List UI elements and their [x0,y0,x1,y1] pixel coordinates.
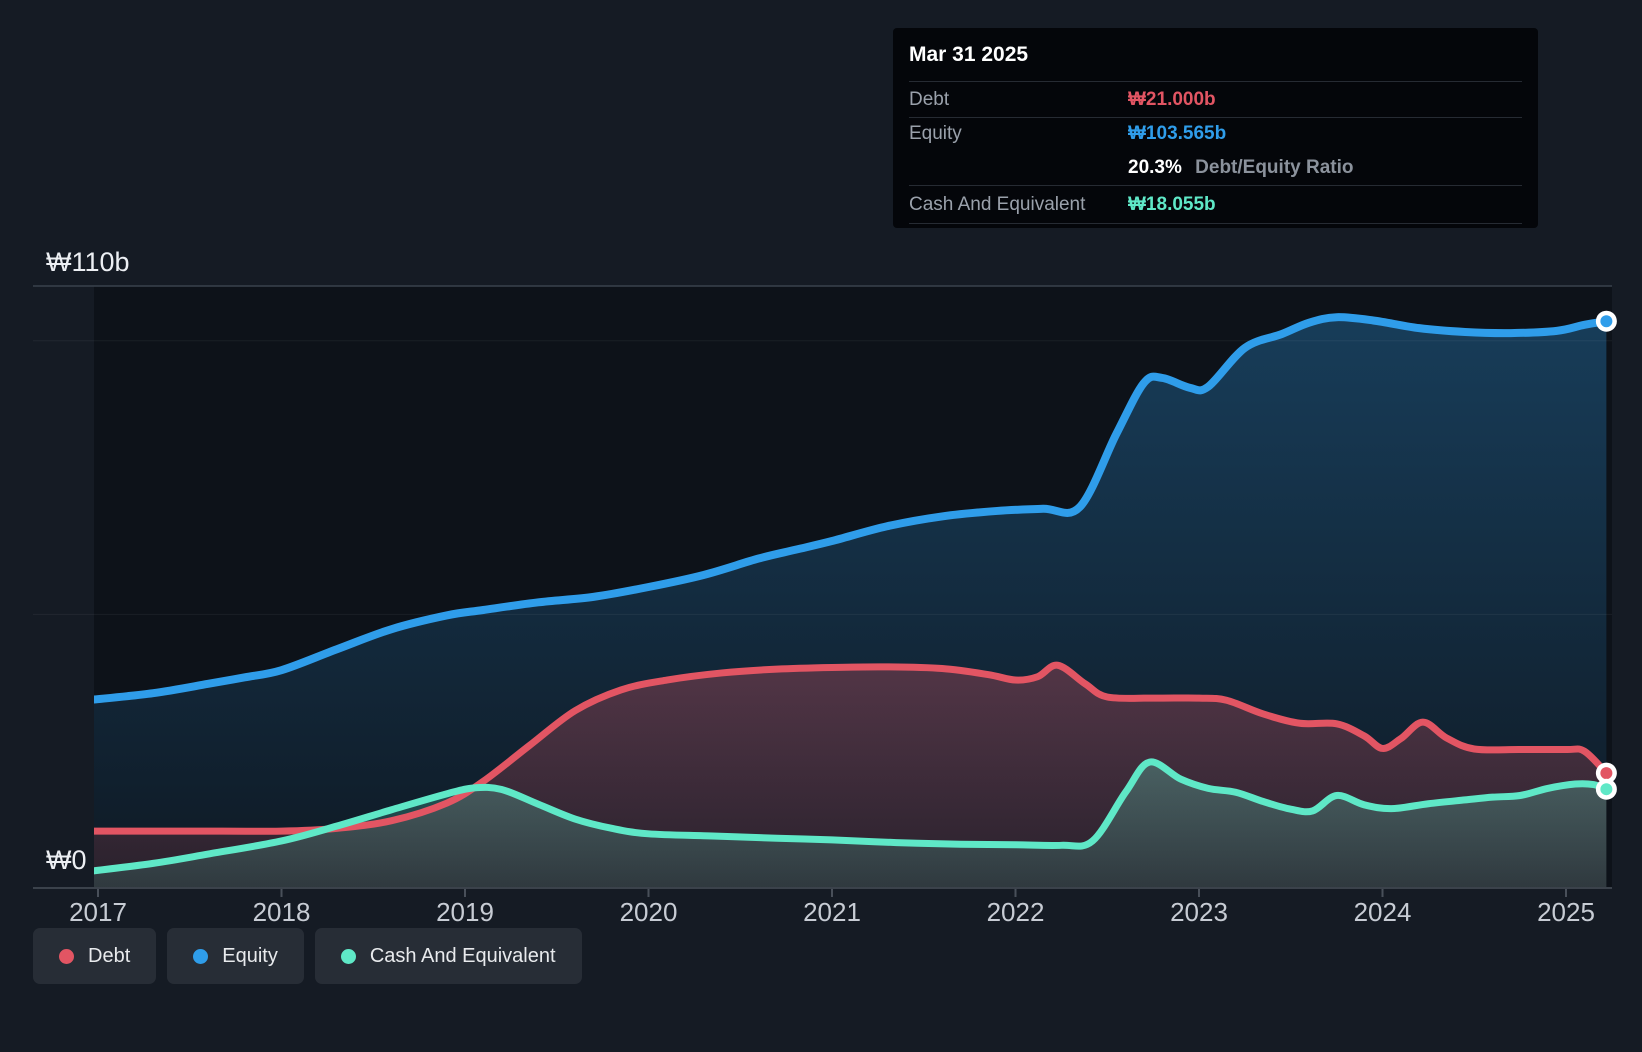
tooltip-equity-label: Equity [909,123,962,144]
cash-line [94,758,1610,875]
x-label-2018: 2018 [253,897,311,927]
x-label-2025: 2025 [1537,897,1595,927]
x-label-2023: 2023 [1170,897,1228,927]
x-label-2024: 2024 [1354,897,1412,927]
debt-legend-dot-icon [59,948,74,964]
equity-endpoint-dot [1600,315,1613,328]
debt-line [94,661,1610,835]
tooltip-debt-value: ₩21.000b [1128,88,1216,110]
x-axis-labels: 2017 2018 2019 2020 2021 2022 2023 2024 2025 [69,897,1595,927]
tooltip-ratio-value: 20.3% [1128,156,1182,178]
x-label-2020: 2020 [620,897,678,927]
y-axis-label-zero: ₩0 [46,845,87,875]
x-label-2021: 2021 [803,897,861,927]
tooltip-ratio-label: Debt/Equity Ratio [1195,156,1354,178]
series-lines [94,313,1611,875]
gridlines [33,285,1612,615]
cash-legend-dot-icon [340,948,356,964]
endpoint-dots [1595,310,1617,800]
equity-line [94,313,1611,704]
y-axis-label-max: ₩110b [46,247,130,277]
legend-cash-label: Cash And Equivalent [369,944,556,967]
tooltip-equity-value: ₩103.565b [1128,123,1227,144]
cash-endpoint-dot [1600,783,1613,796]
tooltip-cash-value: ₩18.055b [1128,193,1216,215]
legend-item-equity[interactable]: Equity [167,928,304,984]
legend-item-cash[interactable]: Cash And Equivalent [314,928,582,984]
x-label-2019: 2019 [436,897,494,927]
equity-legend-dot-icon [193,948,209,964]
tooltip-debt-label: Debt [909,88,950,110]
tooltip-row-ratio: 20.3% Debt/Equity Ratio [909,150,1522,186]
tooltip-row-cash: Cash And Equivalent ₩18.055b [909,186,1522,224]
legend-item-debt[interactable]: Debt [33,928,157,984]
legend-equity-label: Equity [222,944,278,967]
x-label-2022: 2022 [987,897,1045,927]
legend-debt-label: Debt [88,944,131,967]
tooltip-cash-label: Cash And Equivalent [909,193,1086,215]
tooltip-row-equity: Equity ₩103.565b [909,118,1522,150]
tooltip: Mar 31 2025 Debt ₩21.000b Equity ₩103.56… [893,28,1538,228]
tooltip-date: Mar 31 2025 [909,28,1522,82]
x-axis [33,887,1612,897]
tooltip-row-debt: Debt ₩21.000b [909,82,1522,118]
debt-endpoint-dot [1600,767,1613,780]
x-label-2017: 2017 [69,897,127,927]
legend: Debt Equity Cash And Equivalent [33,928,582,984]
